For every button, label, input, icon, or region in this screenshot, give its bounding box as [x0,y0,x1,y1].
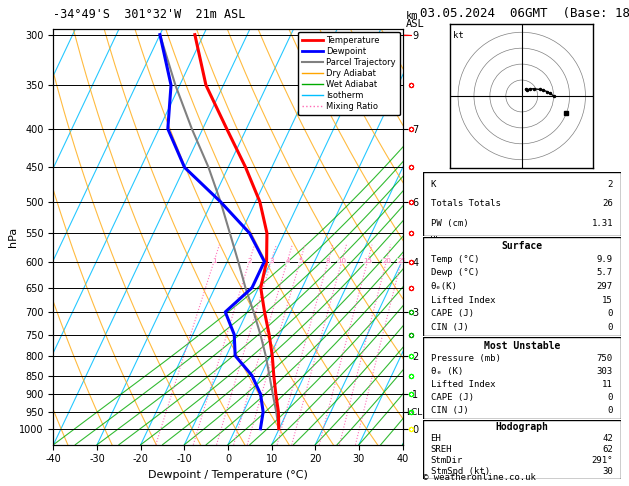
Text: 750: 750 [597,354,613,363]
Text: SREH: SREH [431,445,452,454]
Text: CIN (J): CIN (J) [431,323,468,332]
Text: 42: 42 [602,434,613,443]
Text: 0: 0 [608,323,613,332]
Text: Dewp (°C): Dewp (°C) [431,268,479,278]
Text: LCL: LCL [406,408,422,417]
Text: 26: 26 [602,199,613,208]
Text: Most Unstable: Most Unstable [484,341,560,351]
Legend: Temperature, Dewpoint, Parcel Trajectory, Dry Adiabat, Wet Adiabat, Isotherm, Mi: Temperature, Dewpoint, Parcel Trajectory… [298,32,400,116]
Text: 5.7: 5.7 [597,268,613,278]
Text: 9.9: 9.9 [597,255,613,264]
Text: 5: 5 [298,258,303,264]
Y-axis label: Mixing Ratio (g/kg): Mixing Ratio (g/kg) [428,191,438,283]
Text: 1.31: 1.31 [591,219,613,227]
Text: 3: 3 [269,258,274,264]
Text: 62: 62 [602,445,613,454]
Text: © weatheronline.co.uk: © weatheronline.co.uk [423,473,535,482]
Text: 15: 15 [602,295,613,305]
Text: Totals Totals: Totals Totals [431,199,501,208]
Text: 25: 25 [397,258,406,264]
Text: kt: kt [454,31,464,40]
Text: Pressure (mb): Pressure (mb) [431,354,501,363]
Text: 1: 1 [212,258,216,264]
Text: StmSpd (kt): StmSpd (kt) [431,467,490,476]
Text: 0: 0 [608,393,613,402]
Text: 20: 20 [382,258,391,264]
Text: 11: 11 [602,380,613,389]
Text: 4: 4 [285,258,289,264]
Text: Temp (°C): Temp (°C) [431,255,479,264]
Text: 03.05.2024  06GMT  (Base: 18): 03.05.2024 06GMT (Base: 18) [420,7,629,20]
Text: Lifted Index: Lifted Index [431,380,495,389]
Text: ASL: ASL [406,19,425,29]
Text: Hodograph: Hodograph [495,422,548,432]
Text: CIN (J): CIN (J) [431,406,468,415]
Text: Surface: Surface [501,241,542,251]
Text: 303: 303 [597,367,613,376]
X-axis label: Dewpoint / Temperature (°C): Dewpoint / Temperature (°C) [148,470,308,480]
Text: CAPE (J): CAPE (J) [431,393,474,402]
Text: 15: 15 [363,258,372,264]
Text: θₑ(K): θₑ(K) [431,282,457,291]
Text: 0: 0 [608,406,613,415]
Text: 2: 2 [608,180,613,189]
Text: Lifted Index: Lifted Index [431,295,495,305]
Text: 0: 0 [608,309,613,318]
Text: km: km [406,11,418,21]
Text: PW (cm): PW (cm) [431,219,468,227]
Text: -34°49'S  301°32'W  21m ASL: -34°49'S 301°32'W 21m ASL [53,8,246,21]
Text: K: K [431,180,436,189]
Text: 2: 2 [247,258,252,264]
Text: θₑ (K): θₑ (K) [431,367,463,376]
Text: CAPE (J): CAPE (J) [431,309,474,318]
Text: 297: 297 [597,282,613,291]
Text: 30: 30 [602,467,613,476]
Text: 8: 8 [326,258,330,264]
Text: StmDir: StmDir [431,456,463,465]
Text: 291°: 291° [591,456,613,465]
Text: EH: EH [431,434,442,443]
Text: 10: 10 [337,258,347,264]
Y-axis label: hPa: hPa [8,227,18,247]
